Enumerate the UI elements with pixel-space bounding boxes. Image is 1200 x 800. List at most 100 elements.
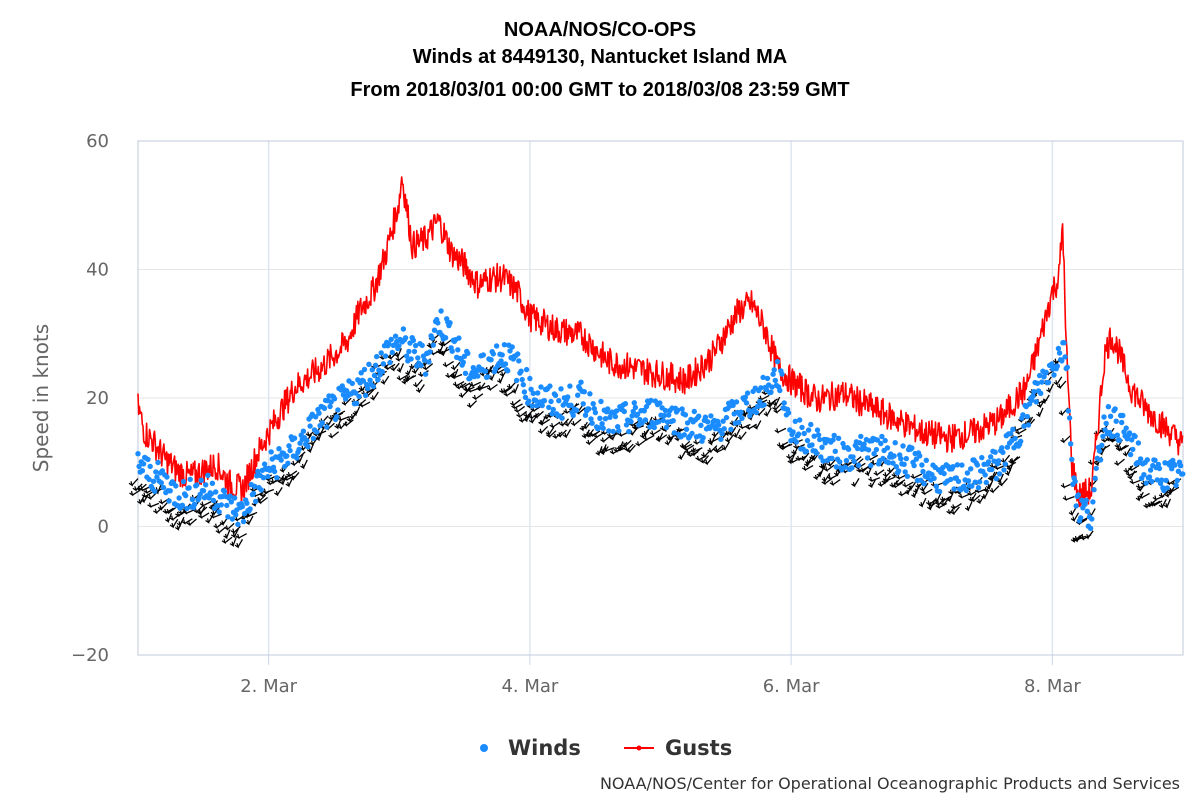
direction-arrowhead (895, 474, 901, 480)
direction-arrow (1125, 447, 1132, 456)
winds-point (610, 428, 616, 435)
direction-arrowhead (533, 413, 538, 419)
winds-point (550, 406, 556, 413)
direction-arrowhead (328, 415, 333, 421)
winds-point (1091, 487, 1097, 493)
winds-point (1100, 433, 1106, 439)
winds-point (284, 453, 290, 459)
winds-point (538, 384, 544, 390)
direction-arrow (1132, 479, 1142, 484)
direction-arrow (344, 397, 352, 406)
winds-point (575, 392, 581, 398)
winds-point (612, 413, 619, 420)
direction-arrowhead (570, 420, 576, 427)
winds-point (632, 404, 639, 411)
legend-item-winds[interactable]: Winds (480, 736, 581, 760)
winds-point (761, 402, 767, 408)
direction-arrowhead (780, 443, 785, 449)
winds-point (1159, 477, 1165, 483)
direction-arrow (756, 420, 762, 429)
winds-point (818, 454, 824, 460)
direction-arrow (292, 471, 300, 480)
winds-point (1119, 419, 1125, 426)
direction-arrowhead (873, 470, 878, 477)
direction-arrowhead (656, 435, 661, 442)
direction-arrowhead (205, 518, 210, 524)
direction-arrow (519, 410, 528, 418)
gusts-line (137, 176, 1184, 508)
direction-arrow (1128, 470, 1138, 476)
winds-point (606, 428, 612, 434)
direction-arrowhead (745, 424, 750, 431)
direction-arrowhead (967, 490, 972, 497)
direction-arrow (443, 339, 452, 346)
wind-direction-arrows (128, 334, 1182, 549)
winds-point (498, 358, 504, 364)
direction-arrowhead (1060, 437, 1065, 444)
direction-arrowhead (753, 424, 758, 430)
winds-point (721, 426, 727, 432)
direction-arrowhead (147, 502, 152, 509)
direction-arrowhead (989, 488, 994, 494)
winds-point (642, 417, 649, 423)
winds-point (880, 455, 886, 462)
legend-item-gusts[interactable]: Gusts (624, 736, 732, 760)
direction-arrow (514, 384, 519, 393)
winds-point (191, 501, 198, 507)
direction-arrowhead (169, 515, 174, 522)
direction-arrow (769, 398, 778, 405)
winds-point (1004, 444, 1011, 450)
direction-arrowhead (1006, 465, 1011, 472)
winds-point (356, 393, 362, 400)
winds-point (1002, 461, 1008, 467)
direction-arrow (278, 474, 285, 483)
legend: Winds Gusts (480, 736, 732, 760)
winds-point (950, 464, 956, 470)
direction-arrowhead (786, 454, 791, 460)
direction-arrowhead (199, 501, 205, 508)
winds-point (358, 370, 364, 376)
direction-arrow (1153, 500, 1163, 506)
winds-point (334, 413, 340, 420)
winds-point (374, 353, 380, 360)
winds-point (327, 403, 333, 410)
direction-arrowhead (859, 467, 864, 473)
winds-point (552, 392, 559, 398)
winds-point (271, 468, 278, 475)
direction-arrowhead (676, 427, 681, 433)
winds-point (274, 475, 280, 481)
direction-arrowhead (511, 403, 516, 410)
direction-arrowhead (823, 466, 828, 472)
winds-point (964, 470, 971, 476)
direction-arrow (1076, 535, 1086, 541)
winds-point (1090, 499, 1096, 505)
direction-arrowhead (820, 463, 826, 470)
winds-point (1127, 451, 1134, 458)
winds-point (164, 474, 170, 480)
direction-arrowhead (157, 505, 163, 511)
direction-arrowhead (816, 471, 821, 478)
direction-arrowhead (528, 418, 534, 424)
winds-point (599, 421, 605, 427)
direction-arrow (448, 371, 457, 378)
direction-arrowhead (609, 435, 614, 441)
direction-arrowhead (415, 387, 421, 394)
direction-arrowhead (926, 505, 932, 511)
direction-arrow (953, 503, 962, 509)
winds-point (1120, 412, 1126, 419)
winds-point (287, 447, 293, 454)
winds-point (1054, 363, 1061, 369)
direction-arrow (548, 430, 557, 438)
winds-point (406, 348, 412, 355)
direction-arrow (783, 443, 793, 449)
winds-point (216, 509, 222, 515)
winds-point (1073, 503, 1079, 509)
direction-arrow (804, 464, 814, 471)
winds-point (586, 406, 592, 412)
winds-point (837, 459, 843, 465)
direction-arrow (1141, 492, 1150, 499)
winds-point (801, 430, 807, 437)
winds-point (631, 400, 637, 406)
credits-text[interactable]: NOAA/NOS/Center for Operational Oceanogr… (600, 774, 1180, 793)
winds-point (388, 336, 394, 343)
